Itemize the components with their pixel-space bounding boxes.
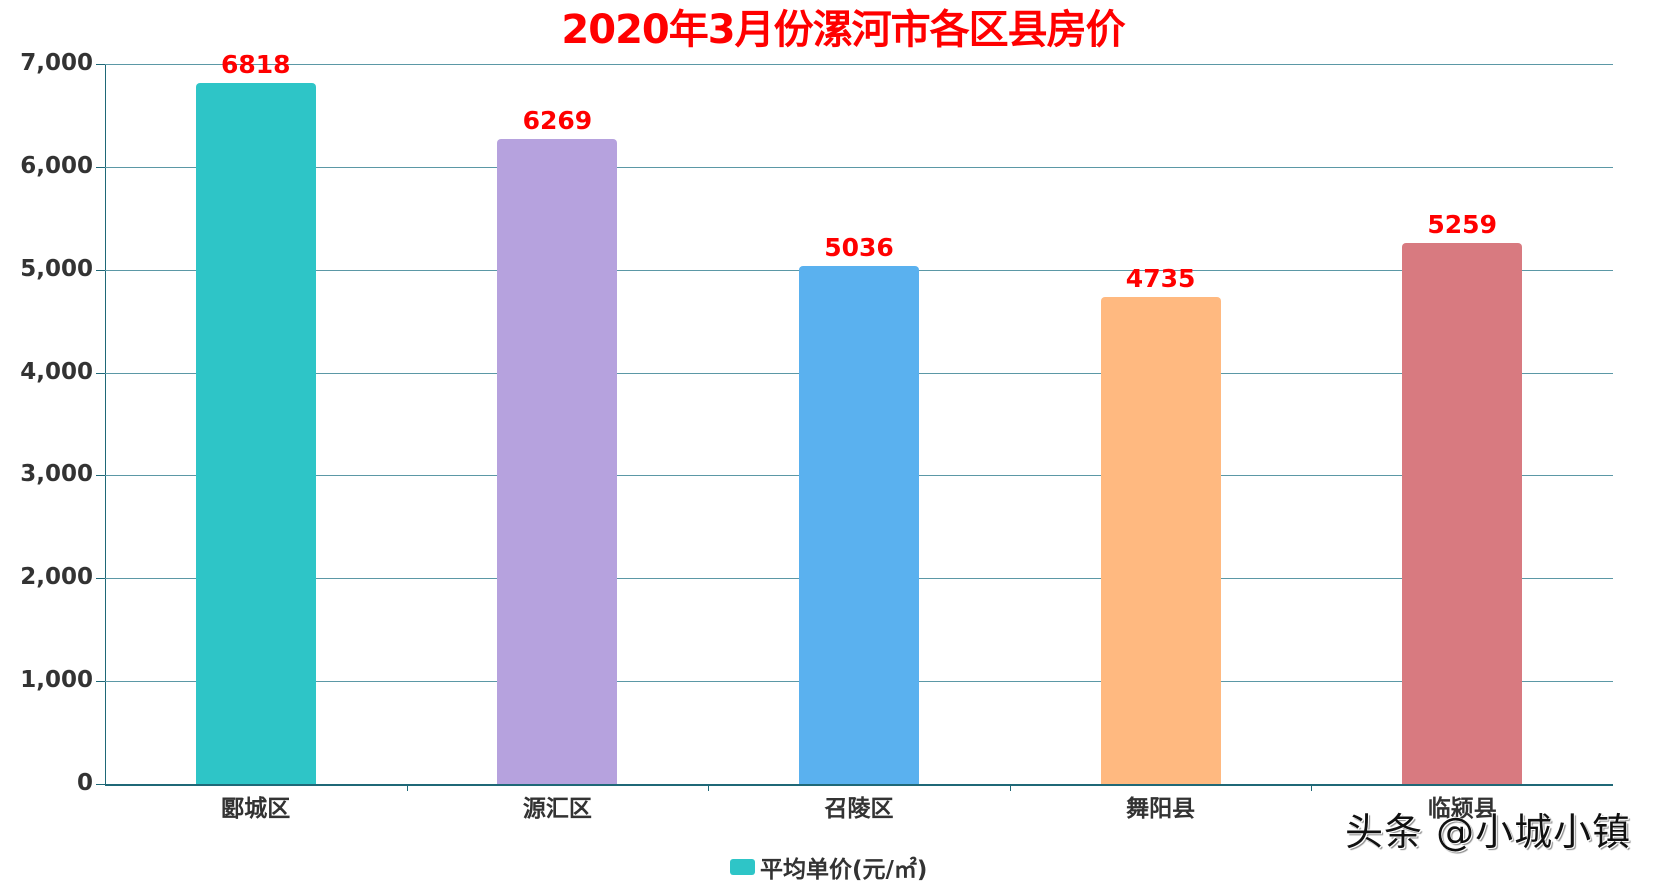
y-tick-label: 7,000 (20, 50, 93, 76)
x-category-label: 召陵区 (824, 796, 894, 822)
chart-title: 2020年3月份漯河市各区县房价 (0, 6, 1678, 54)
x-tick (708, 784, 710, 791)
bar[interactable] (1402, 243, 1523, 784)
bar-value-label: 5036 (824, 233, 894, 262)
x-tick (1311, 784, 1313, 791)
x-category-label: 源汇区 (522, 796, 592, 822)
gridline (105, 166, 1613, 168)
y-tick-label: 3,000 (20, 461, 93, 488)
y-tick (96, 64, 105, 65)
y-tick (96, 475, 105, 477)
x-tick (406, 784, 408, 791)
y-tick-label: 0 (76, 770, 93, 796)
bar[interactable] (1100, 296, 1221, 784)
y-tick-label: 4,000 (20, 358, 93, 385)
x-tick (1009, 784, 1011, 791)
legend-label: 平均单价(元/㎡) (760, 857, 928, 883)
x-category-label: 临颍县 (1427, 796, 1497, 822)
legend[interactable]: 平均单价(元/㎡) (730, 853, 928, 883)
x-axis-line (105, 784, 1613, 786)
y-tick (96, 681, 105, 683)
bar-value-label: 4735 (1125, 263, 1196, 293)
y-tick (96, 372, 105, 374)
watermark: 头条 @小城小镇 (1345, 810, 1632, 854)
y-tick-label: 1,000 (20, 667, 93, 694)
bar-value-label: 6269 (522, 106, 593, 136)
y-tick (96, 784, 105, 785)
x-category-label: 舞阳县 (1126, 796, 1196, 822)
y-tick (96, 269, 105, 271)
x-category-label: 郾城区 (221, 796, 291, 822)
bar[interactable] (195, 82, 316, 784)
bar[interactable] (799, 266, 919, 784)
y-tick-label: 2,000 (20, 564, 93, 591)
bar-value-label: 6818 (221, 49, 291, 79)
gridline (105, 64, 1613, 65)
chart-title-text: 2020年3月份漯河市各区县房价 (561, 7, 1125, 53)
y-tick (96, 578, 105, 580)
y-tick-label: 5,000 (20, 255, 93, 282)
legend-swatch-icon (730, 859, 755, 875)
plot-area: 0 1,000 2,000 3,000 4,000 5,000 6,000 7,000 6818… (20, 50, 1613, 822)
bar[interactable] (497, 139, 618, 784)
bar-value-label: 5259 (1427, 210, 1497, 240)
y-tick-label: 6,000 (20, 152, 93, 179)
y-tick (96, 166, 105, 168)
y-axis-line (105, 64, 106, 784)
